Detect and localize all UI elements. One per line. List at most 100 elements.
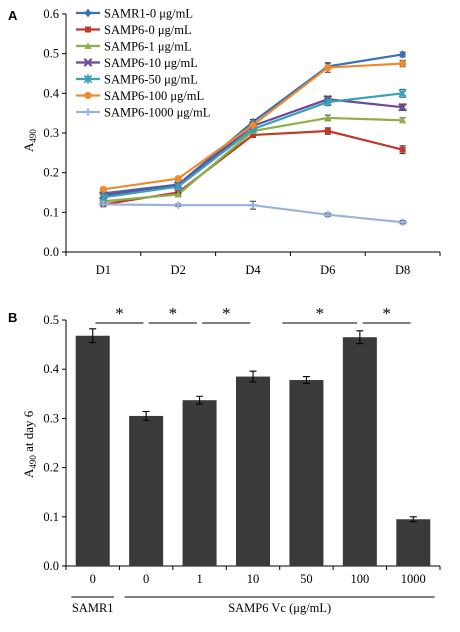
legend-swatch-marker <box>83 108 93 116</box>
legend-item: SAMP6-0 μg/mL <box>76 23 192 37</box>
group-label-control: SAMR1 <box>72 601 114 615</box>
legend-swatch-marker <box>84 42 92 49</box>
data-point <box>174 190 182 198</box>
panel-b-y-tick-label: 0.2 <box>43 461 59 475</box>
error-bar <box>89 328 97 344</box>
panel-a-x-tick-label: D8 <box>395 263 410 277</box>
data-point <box>399 146 406 153</box>
bar <box>396 519 431 566</box>
series-samp6-50 <box>99 88 407 202</box>
panel-a-y-axis-title: A490 <box>21 129 38 152</box>
legend-swatch-marker <box>84 91 92 100</box>
panel-a-x-tick-label: D4 <box>245 263 261 277</box>
legend-swatch-marker <box>85 26 91 33</box>
panel-b-bar-chart: 0.0 0.1 0.2 0.3 0.4 0.5 0 0 1 10 50 100 1000 * * * * * SAM… <box>43 304 441 615</box>
panel-a-y-tick-label: 0.1 <box>43 205 59 219</box>
data-point <box>324 128 331 135</box>
error-bar <box>302 376 310 385</box>
legend: SAMR1-0 μg/mL SAMP6-0 μg/mL SAMP6-1 μg/mL S… <box>76 7 210 120</box>
panel-a-y-tick-label: 0.0 <box>43 245 59 259</box>
panel-a-y-tick-label: 0.6 <box>43 7 59 21</box>
legend-item: SAMR1-0 μg/mL <box>76 7 193 21</box>
significance-star: * <box>222 304 231 323</box>
significance-star: * <box>382 304 391 323</box>
panel-b-x-tick-label: 0 <box>90 572 96 586</box>
legend-label: SAMP6-50 μg/mL <box>104 73 198 87</box>
bar <box>289 380 324 566</box>
legend-item: SAMP6-100 μg/mL <box>76 89 204 103</box>
significance-star: * <box>115 304 124 323</box>
panel-b-x-tick-label: 10 <box>247 572 260 586</box>
data-point <box>324 63 332 72</box>
panel-a-y-tick-label: 0.5 <box>43 47 59 61</box>
panel-b-y-tick-label: 0.0 <box>43 559 59 573</box>
panel-a-y-tick-label: 0.3 <box>43 126 59 140</box>
data-point <box>174 175 182 183</box>
panel-b-x-tick-label: 0 <box>143 572 149 586</box>
series-samp6-100 <box>99 59 407 193</box>
panel-a-y-tick-label: 0.2 <box>43 166 59 180</box>
data-point <box>398 88 407 98</box>
panel-b-y-tick-label: 0.4 <box>43 362 59 376</box>
data-point <box>249 121 257 129</box>
data-point <box>399 116 407 124</box>
panel-b-letter: B <box>8 310 17 325</box>
data-point <box>398 218 408 226</box>
data-point <box>323 97 333 107</box>
panel-a-y-tick-label: 0.4 <box>43 86 59 100</box>
error-bar <box>356 330 364 345</box>
legend-swatch-marker <box>84 8 92 18</box>
legend-item: SAMP6-1 μg/mL <box>76 40 192 54</box>
data-point <box>399 59 407 68</box>
panel-a-x-tick-label: D1 <box>96 263 111 277</box>
data-point <box>398 102 407 112</box>
data-point <box>99 192 108 202</box>
data-point <box>99 185 107 193</box>
panel-b-x-tick-label: 100 <box>350 572 369 586</box>
panel-b-y-tick-label: 0.1 <box>43 510 59 524</box>
panel-a-x-tick-label: D6 <box>320 263 335 277</box>
bar <box>182 400 217 566</box>
series-line <box>103 129 403 206</box>
legend-swatch-marker <box>83 74 93 84</box>
legend-label: SAMP6-1000 μg/mL <box>104 106 210 120</box>
data-point <box>98 200 108 208</box>
panel-b-x-tick-label: 50 <box>300 572 313 586</box>
error-bar <box>142 410 150 421</box>
legend-item: SAMP6-50 μg/mL <box>76 73 198 87</box>
group-label-treated: SAMP6 Vc (μg/mL) <box>228 601 331 615</box>
data-point <box>250 131 256 138</box>
significance-star: * <box>169 304 178 323</box>
series-samp6-1000 <box>98 200 408 226</box>
data-point <box>173 201 183 209</box>
bar <box>75 335 110 566</box>
error-bar <box>196 395 204 405</box>
legend-swatch-marker <box>83 58 93 67</box>
data-point <box>248 201 258 209</box>
panel-b-x-tick-label: 1000 <box>401 572 426 586</box>
panel-a-x-tick-label: D2 <box>171 263 186 277</box>
significance-star: * <box>316 304 325 323</box>
data-point <box>173 181 183 192</box>
bar <box>236 376 270 566</box>
data-point <box>399 50 407 59</box>
bar <box>129 415 164 566</box>
panel-a-line-chart: 0.0 0.1 0.2 0.3 0.4 0.5 0.6 D1 D2 D4 D6 D8 SAMR1-0 μ… <box>43 7 441 277</box>
panel-b-y-axis-title: A490 at day 6 <box>21 410 38 478</box>
legend-label: SAMP6-100 μg/mL <box>104 89 204 103</box>
error-bar <box>409 516 417 523</box>
legend-item: SAMP6-1000 μg/mL <box>76 106 210 120</box>
data-point <box>323 211 333 219</box>
legend-label: SAMP6-0 μg/mL <box>104 23 192 37</box>
legend-label: SAMP6-10 μg/mL <box>104 56 198 70</box>
series-samp6-0 <box>100 127 406 208</box>
panel-a-letter: A <box>8 8 18 23</box>
bar <box>342 337 377 566</box>
panel-b-x-tick-label: 1 <box>196 572 202 586</box>
error-bar <box>249 370 257 383</box>
legend-label: SAMR1-0 μg/mL <box>104 7 193 21</box>
panel-b-y-tick-label: 0.3 <box>43 411 59 425</box>
legend-item: SAMP6-10 μg/mL <box>76 56 198 70</box>
data-point <box>324 114 332 121</box>
